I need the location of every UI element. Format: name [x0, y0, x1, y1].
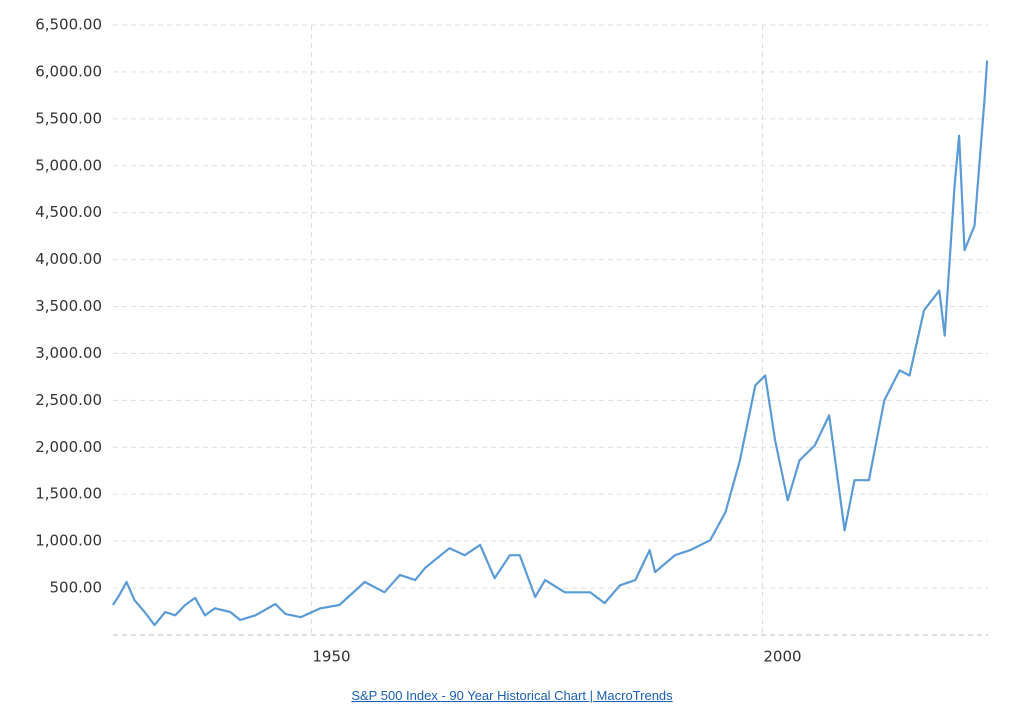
chart: 500.00 1,000.00 1,500.00 2,000.00 2,500.00 3,…	[35, 16, 989, 666]
line	[112, 60, 989, 627]
footer: S&P 500 Index - 90 Year Historical Chart…	[0, 688, 1024, 703]
y-tick-label: 2,000.00	[35, 438, 102, 456]
y-tick-label: 1,500.00	[35, 485, 102, 503]
y-tick-label: 4,000.00	[35, 250, 102, 268]
x-tick-label: 2000	[763, 648, 801, 666]
y-tick-label: 6,500.00	[35, 16, 102, 34]
footer-link[interactable]: S&P 500 Index - 90 Year Historical Chart…	[351, 688, 673, 703]
y-tick-label: 2,500.00	[35, 391, 102, 409]
y-tick-label: 500.00	[50, 579, 103, 597]
y-tick-label: 3,500.00	[35, 297, 102, 315]
y-tick-label: 1,000.00	[35, 532, 102, 550]
x-tick-label: 1950	[312, 648, 350, 666]
y-tick-label: 4,500.00	[35, 203, 102, 221]
y-tick-label: 6,000.00	[35, 62, 102, 80]
y-tick-label: 5,500.00	[35, 109, 102, 127]
y-tick-label: 5,000.00	[35, 156, 102, 174]
y-tick-label: 3,000.00	[35, 344, 102, 362]
